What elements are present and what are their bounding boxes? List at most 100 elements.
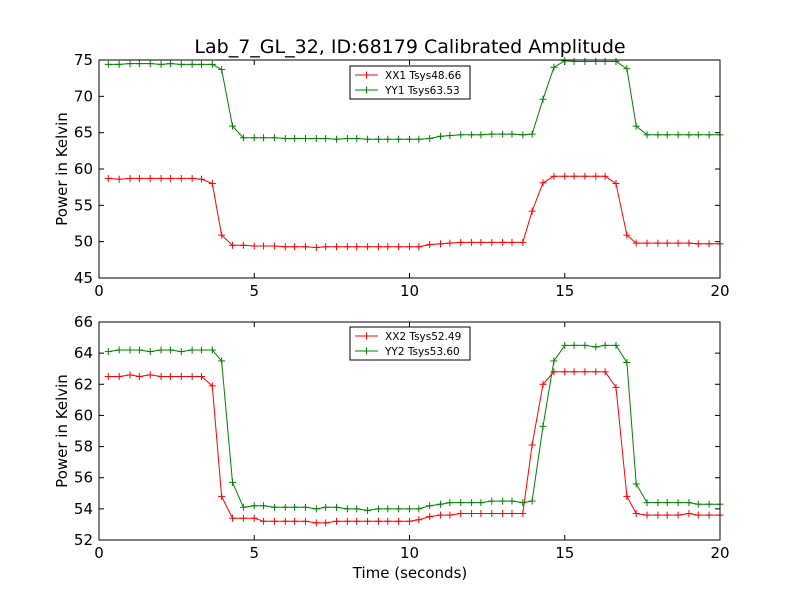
data-point [177, 348, 185, 356]
data-point [457, 131, 465, 139]
data-point [643, 239, 651, 247]
data-point [135, 174, 143, 182]
plot-frame [98, 59, 721, 279]
data-point [197, 175, 205, 183]
data-point [104, 60, 112, 68]
data-point [663, 511, 671, 519]
data-point [395, 505, 403, 513]
data-point [291, 243, 299, 251]
y-tick-label: 60 [74, 406, 93, 424]
data-point [488, 130, 496, 138]
data-point [260, 517, 268, 525]
data-point [674, 239, 682, 247]
data-point [694, 240, 702, 248]
data-point [322, 243, 330, 251]
data-point [301, 503, 309, 511]
data-point [406, 135, 413, 143]
y-tick-label: 52 [74, 531, 93, 549]
data-point [312, 519, 320, 527]
data-point [177, 60, 185, 68]
data-point [488, 510, 496, 518]
data-point [437, 240, 445, 248]
data-point [426, 241, 434, 249]
data-point [333, 135, 341, 143]
data-point [166, 174, 174, 182]
data-point [208, 180, 216, 188]
data-point [601, 172, 609, 180]
data-point [468, 238, 476, 246]
legend-label: XX2 Tsys52.49 [385, 331, 461, 343]
data-point [218, 65, 226, 73]
data-point [705, 131, 713, 139]
data-point [229, 241, 237, 249]
data-point [437, 500, 445, 508]
data-point [612, 383, 620, 391]
data-point [146, 60, 154, 68]
data-point [643, 499, 651, 507]
data-point [291, 503, 299, 511]
data-point [384, 505, 392, 513]
data-point [654, 511, 662, 519]
data-point [364, 506, 372, 514]
data-point [188, 346, 196, 354]
data-point [333, 503, 341, 511]
data-point [612, 57, 620, 65]
data-point [426, 513, 434, 521]
data-point [499, 238, 507, 246]
y-tick-label: 75 [74, 51, 93, 69]
data-point [457, 238, 465, 246]
data-point [353, 243, 361, 251]
data-point [177, 373, 185, 380]
plot-frame [98, 321, 721, 541]
data-point [260, 134, 268, 142]
data-point [115, 346, 123, 354]
x-tick-label: 15 [555, 544, 574, 562]
data-point [508, 510, 516, 518]
data-point [188, 373, 196, 380]
x-tick-label: 5 [249, 282, 259, 300]
data-point [426, 134, 434, 142]
data-point [197, 373, 205, 380]
y-axis-label: Power in Kelvin [53, 112, 71, 226]
data-point [632, 480, 640, 488]
data-point [250, 502, 258, 510]
x-tick-label: 5 [249, 544, 259, 562]
data-point [146, 371, 154, 379]
data-point [239, 241, 247, 249]
data-point [446, 239, 454, 247]
data-point [322, 503, 330, 511]
y-tick-label: 60 [74, 160, 93, 178]
data-point [406, 505, 413, 513]
data-point [126, 174, 134, 182]
data-point [632, 510, 640, 518]
data-point [499, 130, 507, 138]
data-point [281, 517, 289, 525]
data-point [499, 497, 507, 505]
data-point [384, 243, 392, 251]
data-point [281, 134, 289, 142]
data-point [239, 134, 247, 142]
data-point [539, 95, 547, 103]
data-point [415, 243, 423, 251]
data-point [333, 243, 341, 251]
data-point [426, 502, 434, 510]
data-point [218, 357, 226, 365]
data-point [343, 505, 351, 513]
data-point [353, 505, 361, 513]
data-point [415, 516, 423, 524]
legend-box [349, 65, 471, 100]
data-point [539, 380, 547, 388]
data-point [157, 373, 165, 380]
data-point [663, 239, 671, 247]
data-point [374, 243, 382, 251]
y-tick-label: 56 [74, 469, 93, 487]
data-point [157, 174, 165, 182]
data-point [499, 510, 507, 518]
data-point [623, 231, 631, 239]
data-point [157, 346, 165, 354]
data-point [623, 492, 631, 500]
x-axis-label: Time (seconds) [352, 564, 468, 582]
series-line-1 [108, 371, 720, 524]
data-point [229, 514, 237, 522]
data-point [188, 60, 196, 68]
